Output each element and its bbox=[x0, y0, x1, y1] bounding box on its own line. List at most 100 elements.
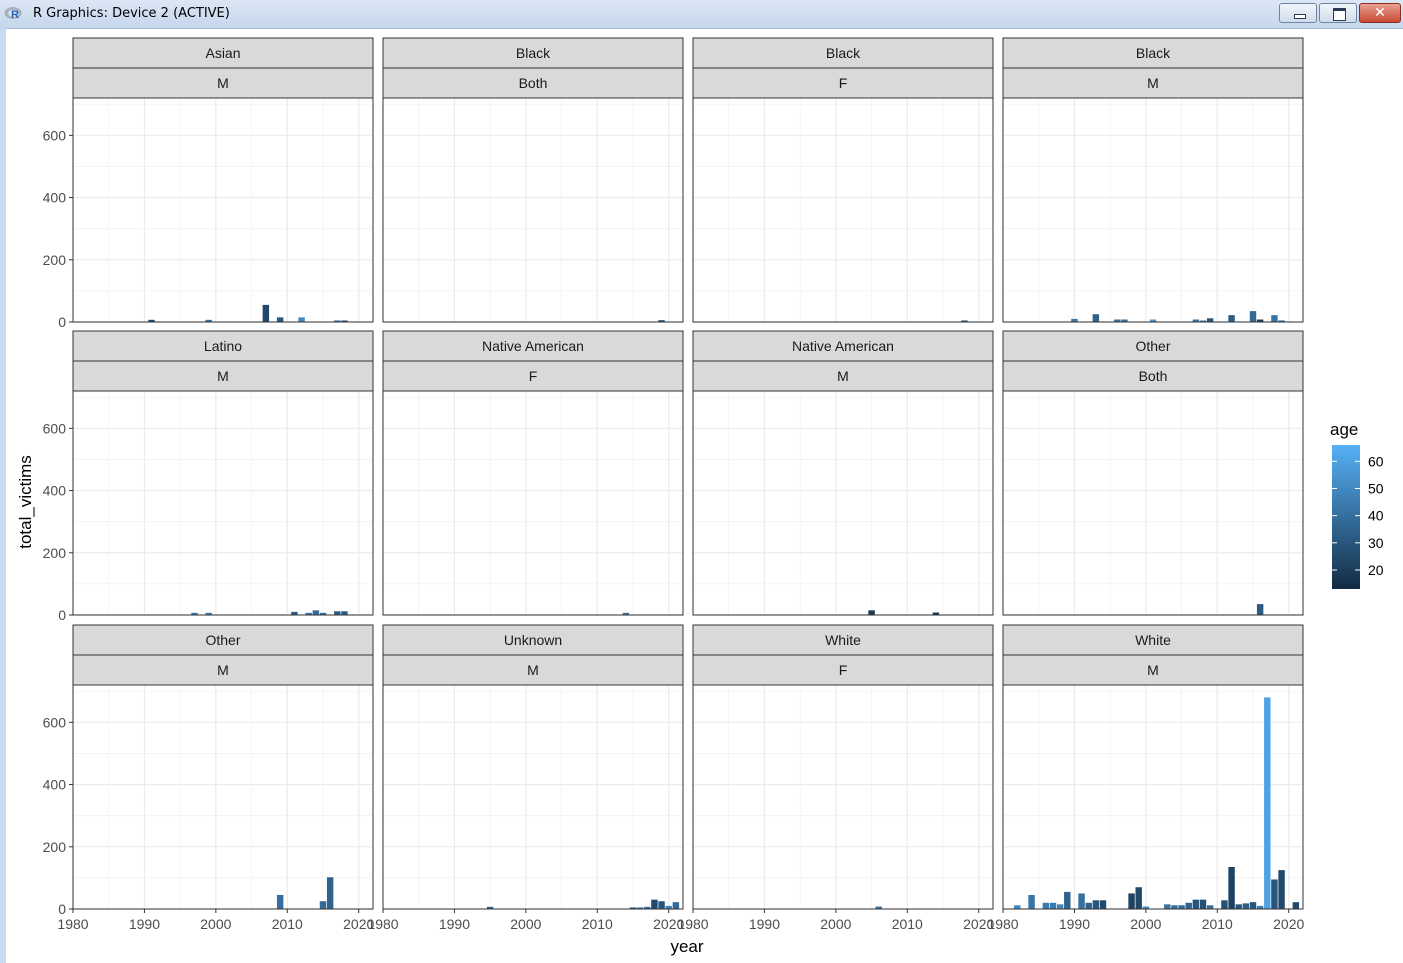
panel-border bbox=[1002, 97, 1304, 323]
bar bbox=[148, 319, 155, 322]
x-tick-label: 2000 bbox=[510, 916, 541, 932]
facet-strip bbox=[1002, 67, 1304, 99]
legend-tick-label: 60 bbox=[1368, 453, 1384, 469]
facet-panel: Other M bbox=[72, 624, 374, 910]
facet-strip bbox=[692, 37, 994, 69]
bar bbox=[1192, 319, 1200, 322]
bar bbox=[1099, 900, 1107, 909]
y-axis-title: total_victims bbox=[16, 455, 35, 549]
facet-strip bbox=[1002, 624, 1304, 656]
faceted-bar-chart: AsianMBlackBothBlackFBlackMLatinoMNative… bbox=[16, 37, 1384, 956]
bar bbox=[262, 304, 270, 322]
facet-strip-label: F bbox=[529, 368, 538, 384]
bar bbox=[326, 877, 334, 909]
facet-panel: Unknown M bbox=[382, 624, 684, 910]
bar bbox=[1292, 902, 1300, 909]
facet-strip-label: M bbox=[837, 368, 849, 384]
bar bbox=[1078, 893, 1085, 909]
bar bbox=[1278, 320, 1285, 322]
facet-strip-label: Latino bbox=[204, 338, 242, 354]
y-tick-label: 600 bbox=[43, 420, 67, 436]
facet-panels: AsianMBlackBothBlackFBlackMLatinoMNative… bbox=[72, 37, 1304, 910]
panel-background bbox=[1003, 391, 1303, 615]
bar bbox=[319, 612, 327, 615]
facet-panel: Other Both bbox=[1002, 330, 1304, 616]
facet-strip-label: Black bbox=[1136, 45, 1171, 61]
bar bbox=[1178, 905, 1185, 909]
facet-strip bbox=[382, 624, 684, 656]
panel-border bbox=[72, 97, 374, 323]
facet-strip-label: Both bbox=[519, 75, 548, 91]
bar bbox=[622, 612, 630, 615]
bar bbox=[658, 901, 665, 909]
x-tick-label: 2020 bbox=[1273, 916, 1304, 932]
y-tick-label: 400 bbox=[43, 777, 67, 793]
facet-strip-label: Black bbox=[826, 45, 861, 61]
x-tick-label: 2010 bbox=[1202, 916, 1233, 932]
bar bbox=[305, 612, 312, 615]
bar bbox=[1164, 904, 1171, 909]
chart-axes: 0 200 400 600 0 200 400 600 0 200 400 600 1980 1990 20… bbox=[43, 127, 1305, 932]
x-tick-label: 2020 bbox=[653, 916, 684, 932]
panel-background bbox=[383, 685, 683, 909]
bar bbox=[312, 610, 320, 615]
panel-border bbox=[72, 684, 374, 910]
bar bbox=[1249, 311, 1257, 322]
bar bbox=[276, 317, 284, 322]
facet-panel: Black Both bbox=[382, 37, 684, 323]
facet-strip bbox=[1002, 330, 1304, 362]
facet-strip bbox=[692, 330, 994, 362]
x-tick-label: 2010 bbox=[582, 916, 613, 932]
close-button[interactable]: ✕ bbox=[1359, 3, 1401, 23]
facet-panel: Black F bbox=[692, 37, 994, 323]
panel-background bbox=[73, 391, 373, 615]
bar bbox=[875, 906, 882, 909]
maximize-button[interactable] bbox=[1319, 3, 1357, 23]
facet-strip bbox=[382, 37, 684, 69]
bar bbox=[1071, 318, 1078, 322]
x-tick-label: 2000 bbox=[1130, 916, 1161, 932]
x-axis-title: year bbox=[670, 937, 703, 956]
panel-border bbox=[382, 390, 684, 616]
window-titlebar[interactable]: R R Graphics: Device 2 (ACTIVE) ✕ bbox=[0, 0, 1403, 29]
bar bbox=[651, 899, 658, 909]
bar bbox=[1085, 902, 1092, 909]
bar bbox=[334, 611, 341, 615]
age-legend: age 20 30 40 50 60 bbox=[1330, 420, 1384, 589]
bar bbox=[276, 895, 284, 909]
panel-border bbox=[692, 390, 994, 616]
panel-background bbox=[693, 98, 993, 322]
facet-strip-label: F bbox=[839, 75, 848, 91]
y-tick-label: 400 bbox=[43, 483, 67, 499]
bar bbox=[636, 907, 644, 909]
bar bbox=[1221, 900, 1228, 909]
facet-strip-label: White bbox=[1135, 632, 1171, 648]
panel-border bbox=[72, 390, 374, 616]
legend-title: age bbox=[1330, 420, 1358, 439]
bar bbox=[1256, 604, 1264, 615]
bar bbox=[1142, 906, 1150, 909]
facet-strip-label: M bbox=[1147, 662, 1159, 678]
facet-strip-label: M bbox=[217, 662, 229, 678]
x-tick-label: 2000 bbox=[200, 916, 231, 932]
legend-tick-label: 40 bbox=[1368, 508, 1384, 524]
facet-strip-label: M bbox=[217, 75, 229, 91]
x-tick-label: 1990 bbox=[1059, 916, 1090, 932]
bar bbox=[341, 611, 348, 615]
window-title: R Graphics: Device 2 (ACTIVE) bbox=[33, 6, 230, 21]
bar bbox=[1114, 319, 1121, 322]
facet-strip-label: F bbox=[839, 662, 848, 678]
maximize-icon bbox=[1333, 8, 1346, 21]
legend-tick-label: 50 bbox=[1368, 480, 1384, 496]
facet-strip bbox=[72, 624, 374, 656]
facet-strip bbox=[692, 654, 994, 686]
facet-panel: White F bbox=[692, 624, 994, 910]
bar bbox=[658, 320, 665, 322]
y-tick-label: 600 bbox=[43, 127, 67, 143]
panel-background bbox=[693, 391, 993, 615]
facet-panel: Asian M bbox=[72, 37, 374, 323]
close-icon: ✕ bbox=[1374, 5, 1386, 21]
legend-colorbar bbox=[1332, 445, 1360, 589]
minimize-button[interactable] bbox=[1279, 3, 1317, 23]
panel-background bbox=[1003, 98, 1303, 322]
